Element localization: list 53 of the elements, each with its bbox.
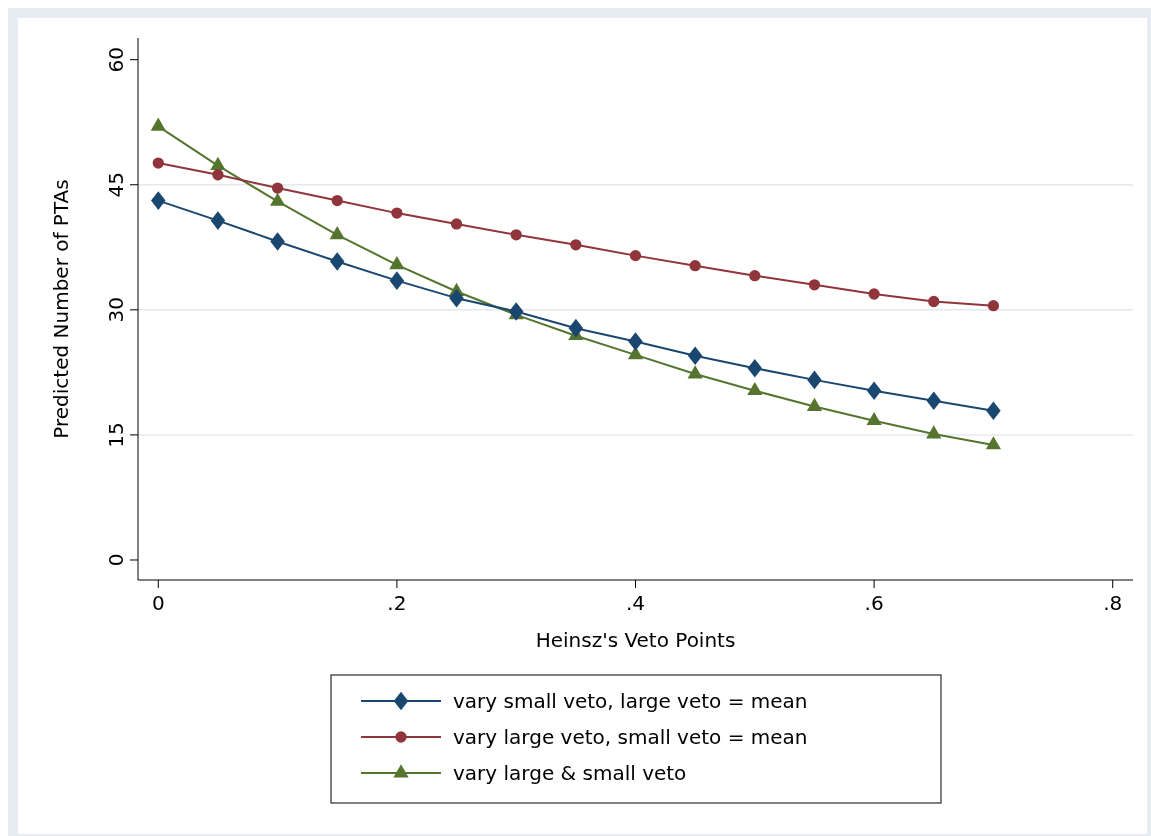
x-tick-label: 0 bbox=[151, 591, 165, 615]
legend-label: vary large veto, small veto = mean bbox=[453, 725, 808, 749]
point bbox=[687, 365, 703, 379]
point bbox=[271, 182, 284, 194]
point bbox=[806, 397, 823, 411]
point bbox=[151, 191, 166, 210]
point bbox=[926, 391, 942, 411]
x-axis-title: Heinsz's Veto Points bbox=[535, 628, 736, 652]
point bbox=[510, 229, 522, 241]
point bbox=[212, 169, 224, 181]
point bbox=[689, 260, 701, 272]
point bbox=[868, 288, 880, 300]
point bbox=[928, 295, 940, 308]
point bbox=[747, 381, 763, 396]
point bbox=[391, 207, 403, 219]
point bbox=[926, 425, 942, 439]
point bbox=[747, 358, 763, 378]
point bbox=[807, 370, 822, 390]
x-tick-label: .2 bbox=[387, 591, 407, 615]
point bbox=[866, 411, 882, 426]
point bbox=[270, 232, 285, 251]
point bbox=[808, 279, 821, 291]
point bbox=[568, 318, 584, 338]
x-tick-label: .4 bbox=[625, 591, 646, 615]
point bbox=[331, 194, 343, 207]
point bbox=[687, 346, 703, 365]
point bbox=[449, 288, 464, 308]
point bbox=[749, 270, 761, 282]
point bbox=[450, 218, 463, 230]
y-tick-label: 15 bbox=[104, 422, 128, 448]
point bbox=[389, 256, 405, 270]
point bbox=[329, 226, 345, 240]
point bbox=[866, 381, 882, 401]
y-tick-label: 0 bbox=[104, 553, 128, 567]
point bbox=[210, 211, 226, 230]
x-tick-label: .8 bbox=[1103, 591, 1123, 615]
y-tick-label: 30 bbox=[104, 297, 128, 323]
point bbox=[152, 157, 164, 169]
point bbox=[389, 271, 405, 290]
point bbox=[629, 250, 642, 262]
y-tick-label: 45 bbox=[104, 172, 128, 198]
point bbox=[570, 239, 582, 251]
point bbox=[329, 252, 345, 271]
x-tick-label: .6 bbox=[864, 591, 884, 615]
legend-label: vary large & small veto bbox=[453, 761, 687, 785]
point bbox=[986, 401, 1001, 421]
point bbox=[628, 332, 643, 351]
point bbox=[987, 300, 1000, 312]
point bbox=[508, 302, 524, 321]
y-tick-label: 60 bbox=[104, 46, 128, 73]
y-axis-title: Predicted Number of PTAs bbox=[49, 179, 73, 439]
legend-label: vary small veto, large veto = mean bbox=[453, 689, 808, 713]
point bbox=[985, 436, 1002, 450]
